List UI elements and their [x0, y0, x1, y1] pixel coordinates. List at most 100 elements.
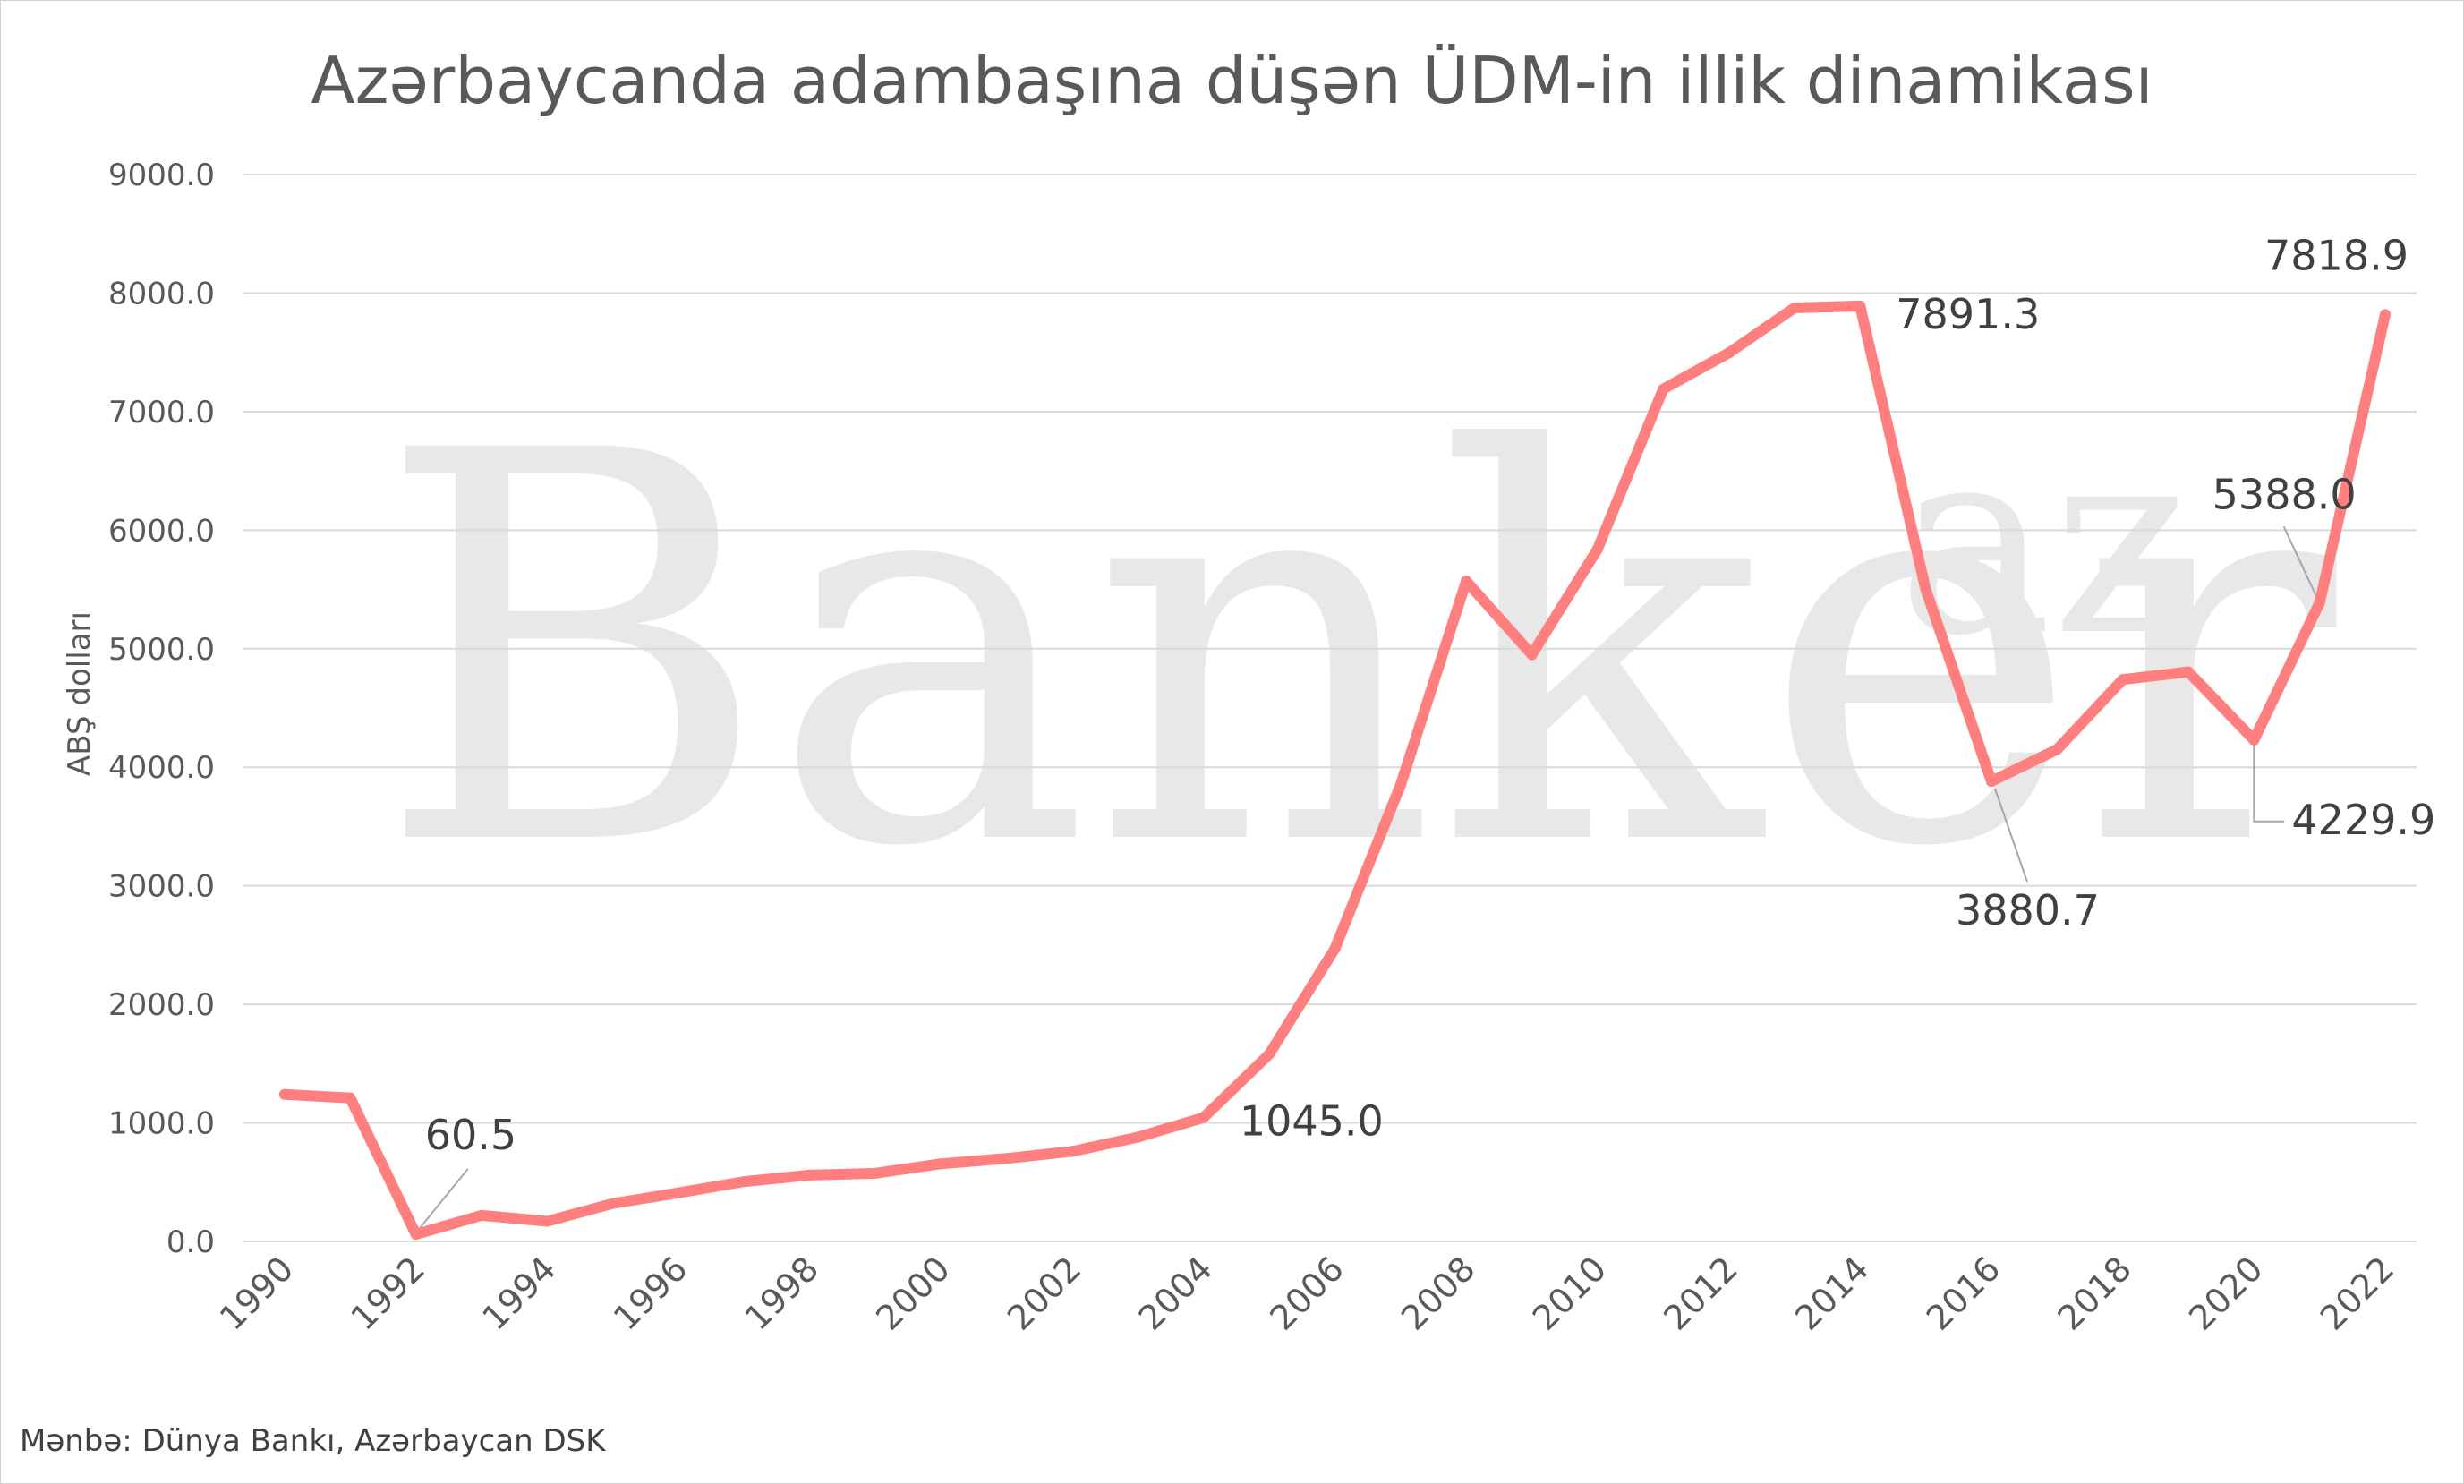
y-tick-label: 7000.0	[108, 395, 215, 431]
grid	[243, 174, 2417, 1242]
label-leader-line	[2253, 744, 2285, 823]
y-tick-label: 2000.0	[108, 987, 215, 1023]
x-tick-label: 2006	[1262, 1249, 1351, 1338]
data-label: 7818.9	[2264, 231, 2409, 279]
x-tick-label: 2022	[2313, 1249, 2402, 1338]
series-line-segment	[1658, 347, 1735, 395]
data-labels: 60.5 1045.0 7891.3 3880.7 4229.9 5388.0 7818.9	[425, 231, 2436, 1159]
y-tick-label: 4000.0	[108, 750, 215, 786]
series-line-segment	[279, 1088, 356, 1104]
y-tick-label: 5000.0	[108, 632, 215, 668]
data-point	[1067, 1146, 1079, 1157]
series-line-segment	[1920, 584, 1997, 788]
data-point	[1001, 1153, 1012, 1164]
watermark: Banker az	[376, 338, 2340, 964]
series-line-segment	[2051, 674, 2128, 755]
y-axis-ticks: 0.0 1000.0 2000.0 3000.0 4000.0 5000.0 6000.0 7…	[108, 158, 215, 1260]
data-label: 5388.0	[2212, 470, 2357, 518]
series-line-segment	[2182, 666, 2260, 746]
series-line-segment	[1264, 942, 1341, 1060]
series-line-segment	[1723, 303, 1800, 359]
data-point	[1329, 942, 1341, 954]
data-point	[1985, 776, 1997, 788]
data-point	[345, 1092, 356, 1104]
data-point	[935, 1158, 947, 1170]
series-line-segment	[804, 1167, 882, 1181]
series-line-segment	[738, 1169, 815, 1188]
data-point	[2117, 674, 2128, 686]
x-tick-label: 2018	[2050, 1249, 2139, 1338]
data-point	[1526, 649, 1538, 661]
x-tick-label: 1992	[344, 1249, 433, 1338]
series-line-segment	[673, 1176, 750, 1198]
y-axis-label: ABŞ dolları	[62, 611, 98, 776]
series-line-segment	[2117, 666, 2194, 686]
data-point	[804, 1169, 815, 1181]
data-point	[1394, 780, 1406, 791]
series-line-segment	[1854, 300, 1931, 595]
x-tick-label: 1996	[606, 1249, 695, 1338]
data-point	[2051, 744, 2063, 755]
data-label: 1045.0	[1240, 1097, 1384, 1146]
data-point	[1461, 576, 1472, 587]
data-point	[1788, 303, 1800, 313]
data-label: 7891.3	[1896, 290, 2040, 338]
series-line-segment	[345, 1092, 422, 1240]
data-point	[2182, 666, 2194, 678]
data-point	[1920, 584, 1931, 595]
data-point	[1591, 543, 1603, 555]
x-tick-label: 2000	[868, 1249, 958, 1338]
label-leader-line	[1993, 788, 2028, 883]
y-tick-label: 1000.0	[108, 1106, 215, 1142]
x-axis-ticks: 1990 1992 1994 1996 1998 2000 2002 2004 2006 2008…	[212, 1249, 2402, 1338]
series-line-segment	[1394, 576, 1472, 791]
series-line-segment	[1526, 543, 1603, 661]
data-point	[279, 1088, 290, 1100]
data-point	[1854, 300, 1866, 311]
watermark-main: Banker	[376, 338, 2340, 964]
data-point	[2314, 597, 2325, 609]
data-label: 60.5	[425, 1111, 516, 1159]
data-point	[410, 1228, 422, 1240]
chart-title: Azərbaycanda adambaşına düşən ÜDM-in ill…	[311, 43, 2153, 118]
x-tick-label: 2008	[1394, 1249, 1483, 1338]
data-point	[1198, 1112, 1209, 1123]
x-tick-label: 1990	[212, 1249, 302, 1338]
data-point	[870, 1167, 882, 1179]
data-point	[1723, 347, 1735, 359]
label-leaders	[416, 525, 2317, 1232]
data-label: 3880.7	[1956, 886, 2100, 934]
y-tick-label: 8000.0	[108, 276, 215, 311]
data-label: 4229.9	[2291, 796, 2435, 844]
data-point	[607, 1198, 618, 1209]
series-lines	[279, 300, 2391, 1240]
series-line-segment	[410, 1209, 488, 1240]
series-line-segment	[1067, 1131, 1144, 1157]
label-leader-line	[416, 1168, 469, 1232]
x-tick-label: 2004	[1131, 1249, 1221, 1338]
data-point	[738, 1176, 750, 1188]
series-line-segment	[1591, 383, 1669, 555]
y-tick-label: 0.0	[166, 1224, 215, 1260]
series-line-segment	[541, 1198, 618, 1227]
series-line-segment	[1461, 576, 1538, 661]
data-point	[1658, 383, 1669, 395]
x-tick-label: 2010	[1525, 1249, 1615, 1338]
data-point	[476, 1209, 488, 1221]
x-tick-label: 2002	[1000, 1249, 1089, 1338]
series-line-segment	[1329, 780, 1406, 954]
series-line-segment	[2248, 597, 2325, 746]
x-tick-label: 2012	[1656, 1249, 1745, 1338]
data-point	[1264, 1048, 1275, 1060]
series-line-segment	[1198, 1048, 1275, 1123]
series-line-segment	[1132, 1112, 1209, 1143]
data-point	[541, 1215, 553, 1227]
series-line-segment	[935, 1153, 1012, 1170]
series-line-segment	[2314, 309, 2391, 609]
x-tick-label: 2014	[1787, 1249, 1877, 1338]
y-tick-label: 6000.0	[108, 513, 215, 549]
series-line-segment	[607, 1187, 685, 1209]
series-line-segment	[1788, 300, 1866, 313]
y-tick-label: 3000.0	[108, 869, 215, 905]
